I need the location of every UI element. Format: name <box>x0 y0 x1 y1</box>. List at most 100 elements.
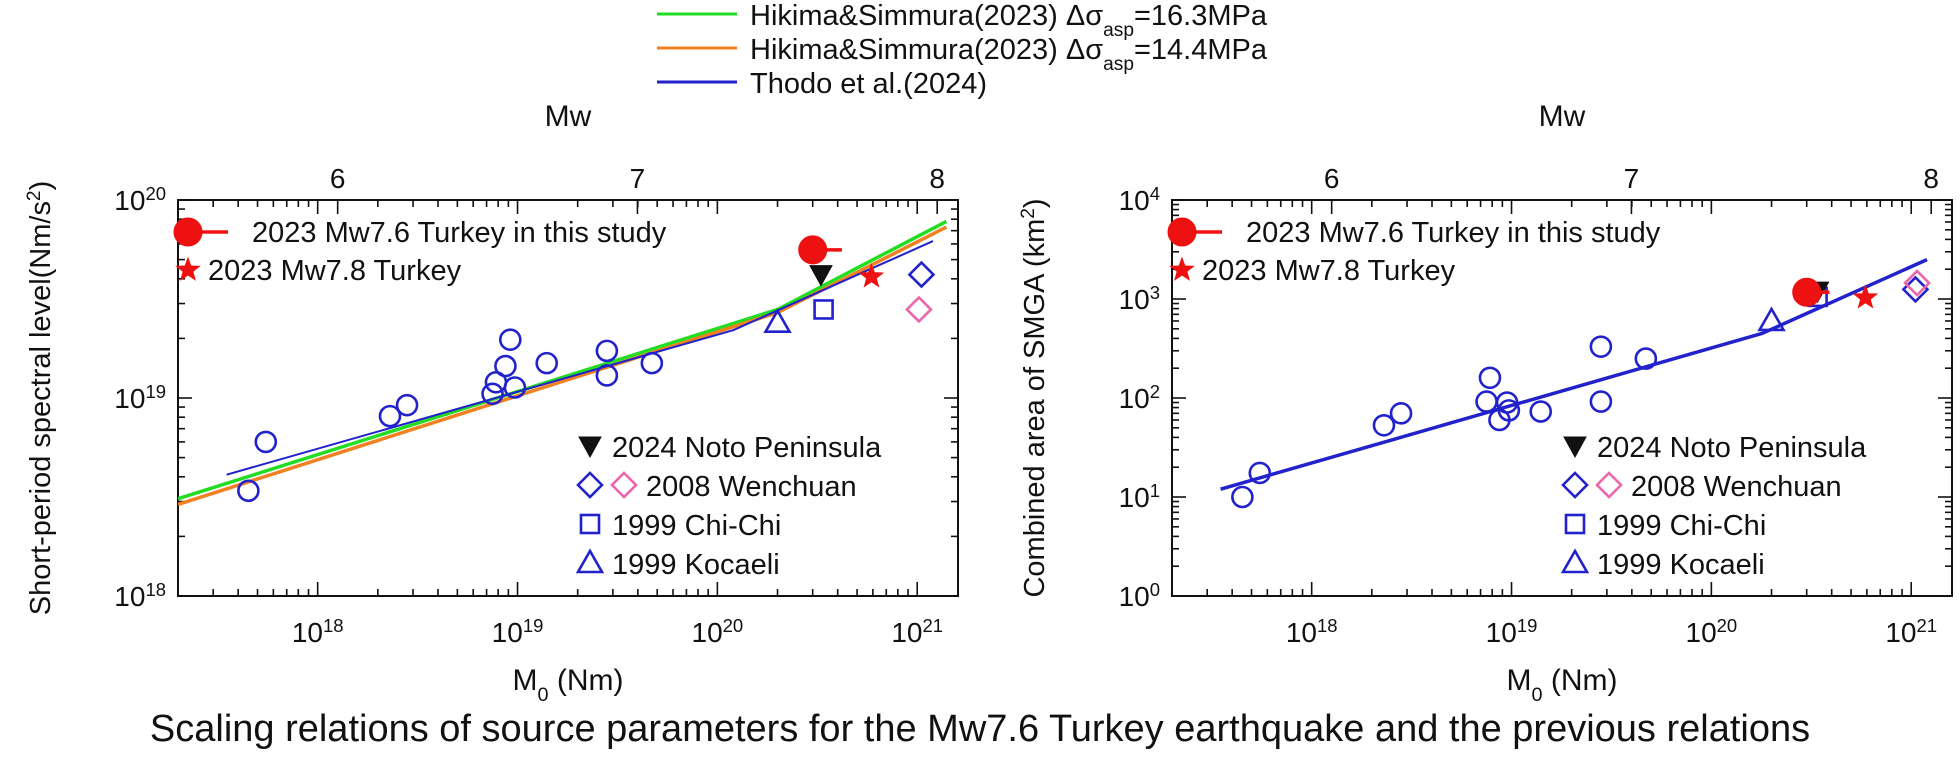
point-turkey-circle <box>798 235 828 265</box>
y-tick-label: 103 <box>1119 282 1160 316</box>
legend-marker-star <box>175 256 201 281</box>
x-tick-label: 1019 <box>492 615 544 649</box>
legend-marker-triangle <box>1560 548 1590 574</box>
legend-label-0: Hikima&Simmura(2023) Δσasp=16.3MPa <box>750 0 1268 41</box>
x-tick-label: 1020 <box>1686 615 1738 649</box>
x-tick-label: 1018 <box>1286 615 1338 649</box>
legend-lower-label: 1999 Kocaeli <box>612 549 780 581</box>
x-tick-label: 1018 <box>292 615 344 649</box>
point-circle <box>595 339 619 363</box>
point-circle <box>1478 366 1502 390</box>
point-circle <box>1372 413 1396 437</box>
point-circle <box>494 354 517 378</box>
figure-caption: Scaling relations of source parameters f… <box>149 708 1811 750</box>
legend-marker-triangle-down <box>578 436 602 459</box>
point-triangle-down <box>809 265 833 287</box>
point-circle <box>1231 485 1254 509</box>
legend-marker-diamond <box>576 471 604 499</box>
legend-marker-diamond-pink <box>1595 471 1623 499</box>
point-star <box>858 263 885 288</box>
x-tick-label: 1019 <box>1486 615 1538 649</box>
y-tick-label: 1020 <box>114 183 166 217</box>
point-circle <box>535 351 559 375</box>
top-mw-tick-label: 7 <box>1624 163 1640 194</box>
y-axis-title: Short-period spectral level(Nm/s2) <box>24 181 58 616</box>
legend-marker-turkey-circle <box>1167 217 1197 247</box>
legend-marker-triangle <box>575 548 605 574</box>
point-circle <box>498 328 522 351</box>
point-circle <box>378 404 402 428</box>
x-tick-label: 1020 <box>692 615 744 649</box>
legend-upper: 2023 Mw7.6 Turkey in this study 2023 Mw7.… <box>173 217 667 287</box>
legend-lower-label: 2008 Wenchuan <box>646 471 857 503</box>
legend-lower-label: 1999 Chi-Chi <box>1597 510 1766 542</box>
point-square <box>813 299 834 320</box>
point-circle <box>595 364 619 387</box>
legend-marker-diamond <box>1561 471 1589 499</box>
top-axis-title: Mw <box>1539 100 1586 133</box>
point-triangle <box>763 308 792 334</box>
point-circle <box>1248 461 1272 485</box>
legend-upper-label: 2023 Mw7.6 Turkey in this study <box>1246 217 1661 249</box>
legend-marker-square <box>1564 513 1586 535</box>
x-axis-title: M0 (Nm) <box>513 664 624 706</box>
point-diamond <box>907 260 936 289</box>
panel-left: 1018 1019 1020 1021 1018 1019 1020 6 7 8 Mw M0 (Nm)… <box>24 100 959 706</box>
legend-label-2: Thodo et al.(2024) <box>750 68 987 100</box>
top-legend: Hikima&Simmura(2023) Δσasp=16.3MPaHikima… <box>657 0 1268 100</box>
point-circle <box>1589 390 1613 413</box>
legend-marker-star <box>1169 256 1195 281</box>
point-circle <box>1475 390 1498 413</box>
point-triangle <box>1757 306 1786 332</box>
legend-marker-square <box>579 513 601 535</box>
point-circle <box>503 376 527 399</box>
legend-label-1: Hikima&Simmura(2023) Δσasp=14.4MPa <box>750 34 1268 75</box>
top-mw-tick-label: 8 <box>929 163 945 194</box>
point-diamond-pink <box>1903 269 1931 297</box>
relation-line-2 <box>226 240 934 476</box>
point-circle <box>395 393 419 417</box>
legend-lower: 2024 Noto Peninsula 2008 Wenchuan 1999 Chi… <box>575 432 882 581</box>
point-circle <box>1497 399 1521 422</box>
top-mw-tick-label: 6 <box>1324 163 1340 194</box>
top-axis-title: Mw <box>545 100 592 133</box>
point-turkey-circle <box>1792 277 1822 307</box>
point-circle <box>254 430 278 454</box>
point-circle <box>237 479 260 503</box>
legend-upper-label: 2023 Mw7.8 Turkey <box>1202 255 1456 287</box>
y-tick-label: 102 <box>1119 381 1160 415</box>
legend-lower-label: 2024 Noto Peninsula <box>612 432 882 464</box>
point-circle <box>1495 391 1519 414</box>
point-circle <box>1389 402 1413 425</box>
top-mw-tick-label: 7 <box>630 163 646 194</box>
top-mw-tick-label: 6 <box>330 163 346 194</box>
point-circle <box>1589 335 1613 358</box>
x-tick-label: 1021 <box>1885 615 1937 649</box>
y-tick-label: 101 <box>1119 480 1160 514</box>
panel-right: 1018 1019 1020 1021 100 101 102 103 104 6 7 8 Mw M0 (… <box>1018 100 1953 706</box>
y-tick-label: 104 <box>1119 183 1160 217</box>
point-diamond-pink <box>905 295 933 324</box>
legend-lower-label: 1999 Kocaeli <box>1597 549 1765 581</box>
plot-area <box>1220 258 1931 509</box>
y-tick-label: 100 <box>1119 579 1160 613</box>
point-circle <box>640 351 664 375</box>
legend-upper-label: 2023 Mw7.8 Turkey <box>208 255 462 287</box>
point-star <box>1852 284 1879 309</box>
y-tick-label: 1018 <box>114 579 166 613</box>
legend-lower-label: 2024 Noto Peninsula <box>1597 432 1867 464</box>
y-axis-title: Combined area of SMGA (km2) <box>1018 198 1052 597</box>
point-circle <box>1529 400 1553 423</box>
legend-lower-label: 2008 Wenchuan <box>1631 471 1842 503</box>
legend-marker-diamond-pink <box>610 471 638 499</box>
legend-lower-label: 1999 Chi-Chi <box>612 510 781 542</box>
point-circle <box>481 382 504 406</box>
legend-marker-triangle-down <box>1563 436 1587 459</box>
point-circle <box>1634 347 1658 370</box>
legend-upper: 2023 Mw7.6 Turkey in this study 2023 Mw7.… <box>1167 217 1661 287</box>
legend-marker-turkey-circle <box>173 217 203 247</box>
plot-area <box>178 219 948 507</box>
x-tick-label: 1021 <box>891 615 943 649</box>
y-tick-label: 1019 <box>114 381 166 415</box>
